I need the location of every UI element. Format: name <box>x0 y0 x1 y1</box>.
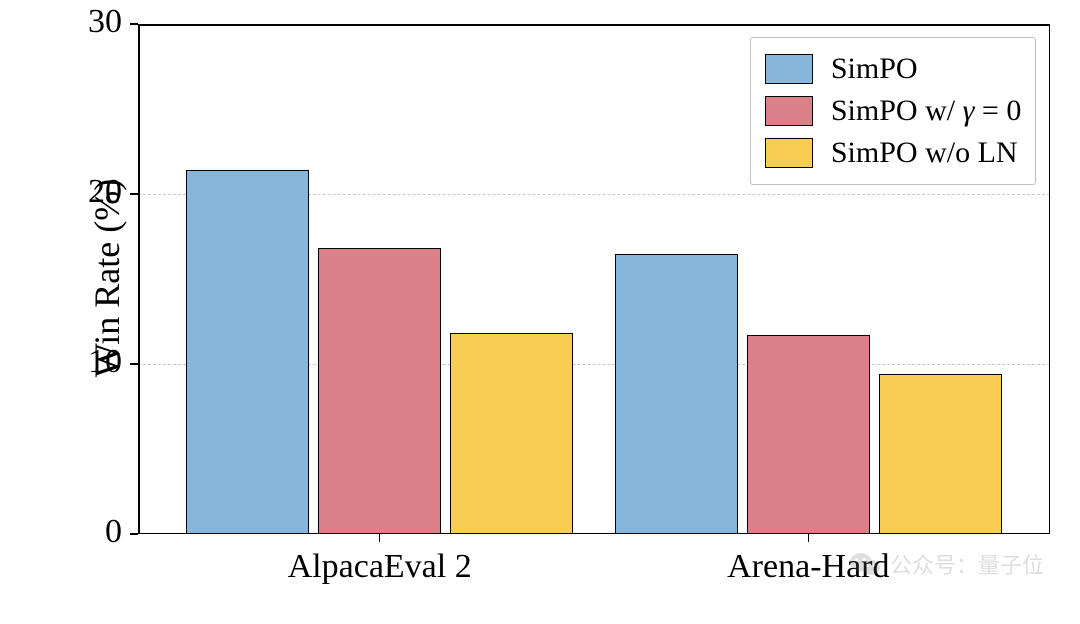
watermark: 公众号：量子位 <box>850 548 1044 580</box>
plot-area: SimPO SimPO w/ γ = 0 SimPO w/o LN <box>138 24 1050 534</box>
legend-item: SimPO w/o LN <box>765 136 1021 170</box>
legend-swatch <box>765 138 813 168</box>
y-axis-label: Win Rate (%) <box>86 179 128 377</box>
x-tick-label: AlpacaEval 2 <box>288 548 472 586</box>
wechat-icon <box>850 551 880 577</box>
watermark-text: 公众号：量子位 <box>890 548 1044 580</box>
x-tick <box>379 534 381 542</box>
bar <box>879 374 1002 534</box>
y-tick <box>130 193 138 195</box>
x-tick <box>808 534 810 542</box>
bar <box>318 248 441 534</box>
axis-spine <box>138 533 1050 535</box>
y-tick-label: 0 <box>105 513 122 551</box>
y-tick <box>130 23 138 25</box>
y-tick <box>130 363 138 365</box>
bar <box>450 333 573 534</box>
bar <box>615 254 738 535</box>
bar <box>747 335 870 534</box>
y-tick-label: 30 <box>88 3 122 41</box>
legend-label: SimPO <box>831 52 918 86</box>
legend: SimPO SimPO w/ γ = 0 SimPO w/o LN <box>750 37 1036 185</box>
axis-spine <box>138 24 140 534</box>
legend-swatch <box>765 96 813 126</box>
legend-item: SimPO <box>765 52 1021 86</box>
legend-label: SimPO w/ γ = 0 <box>831 94 1021 128</box>
chart: SimPOSimPO w/ γ = 0SimPO w/o LN0102030Al… <box>0 0 1080 624</box>
axis-spine <box>138 24 1050 26</box>
axis-spine <box>1049 24 1051 534</box>
bar <box>186 170 309 534</box>
legend-swatch <box>765 54 813 84</box>
legend-label: SimPO w/o LN <box>831 136 1018 170</box>
legend-item: SimPO w/ γ = 0 <box>765 94 1021 128</box>
y-tick <box>130 533 138 535</box>
